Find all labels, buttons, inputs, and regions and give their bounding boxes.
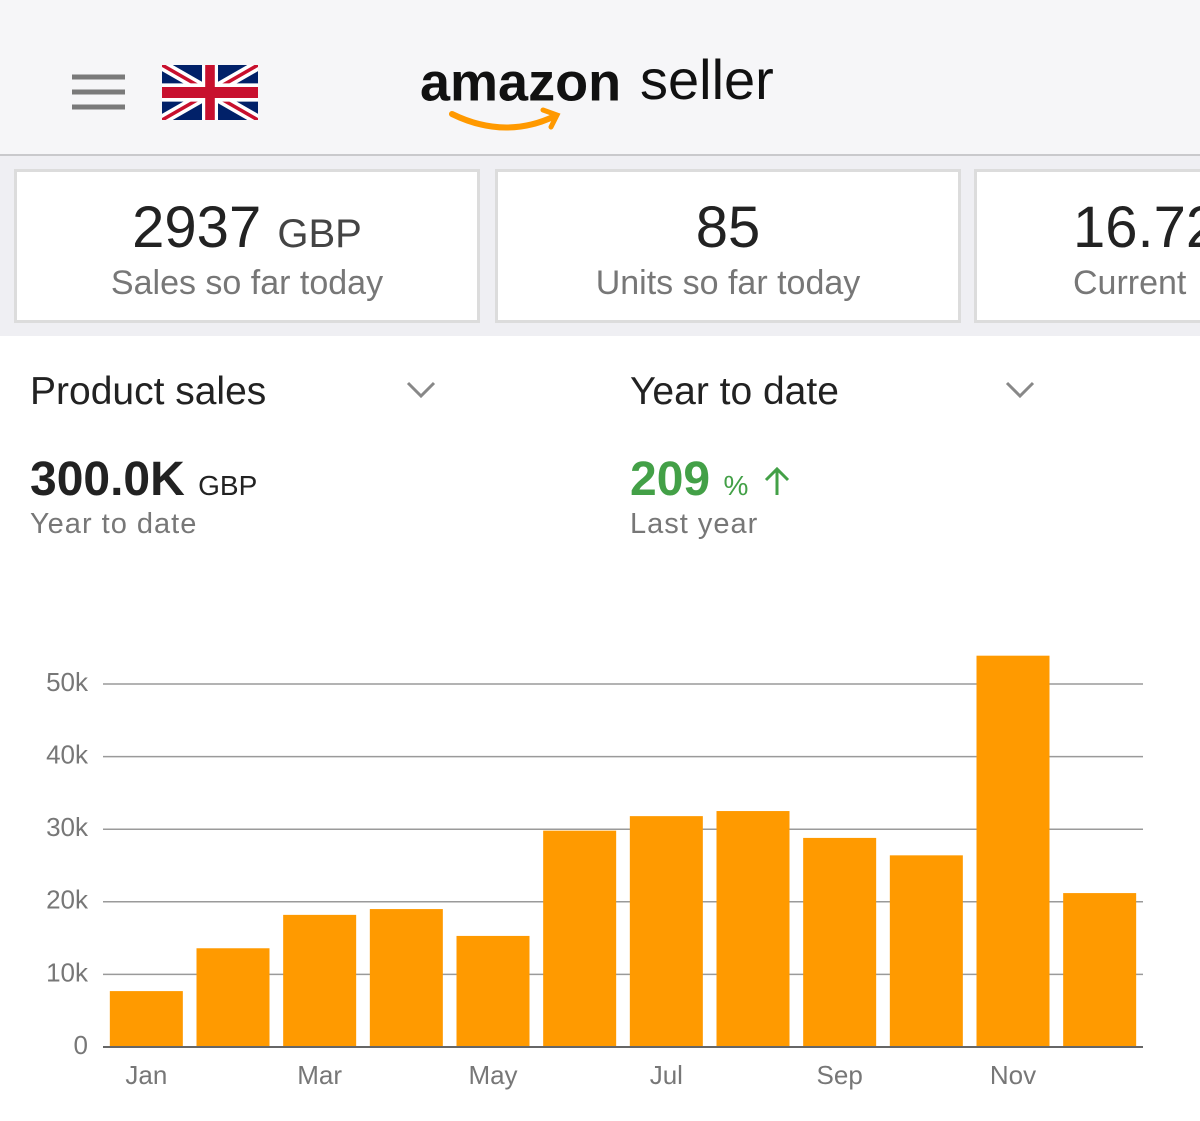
- y-tick-label: 30k: [46, 812, 89, 842]
- card-value: 85: [695, 195, 761, 260]
- card[interactable]: 16.72 Current: [974, 169, 1200, 323]
- x-tick-label: May: [468, 1060, 517, 1090]
- bar: [976, 655, 1050, 1047]
- stat: 209 %: [630, 452, 792, 507]
- card-unit: GBP: [277, 212, 362, 256]
- card-label: Sales so far today: [110, 264, 384, 302]
- stat-unit: GBP: [198, 470, 258, 501]
- stat-value: 300.0K: [30, 453, 185, 506]
- card[interactable]: 85 Units so far today: [495, 169, 961, 323]
- summary-cards: 2937 GBP Sales so far today 85 Units so …: [0, 156, 1200, 336]
- y-tick-label: 40k: [46, 739, 89, 769]
- stat-unit: %: [723, 470, 749, 501]
- card-value: 2937: [132, 195, 262, 260]
- bar: [283, 914, 357, 1047]
- up-arrow: [764, 466, 789, 495]
- metric-selector[interactable]: Product sales: [30, 370, 267, 413]
- bar: [109, 991, 183, 1047]
- y-tick-label: 50k: [46, 667, 89, 697]
- bar: [629, 816, 703, 1047]
- stat-label: Last year: [630, 508, 759, 540]
- uk-flag[interactable]: [162, 65, 258, 120]
- logo-smile: [449, 111, 558, 131]
- x-tick-label: Mar: [297, 1060, 342, 1090]
- card[interactable]: 2937 GBP Sales so far today: [14, 169, 480, 323]
- bar: [456, 935, 530, 1047]
- period-selector[interactable]: Year to date: [630, 370, 839, 413]
- y-tick-label: 20k: [46, 885, 89, 915]
- bar: [803, 837, 877, 1047]
- bar: [716, 811, 790, 1047]
- bar: [543, 830, 617, 1047]
- chevron[interactable]: [406, 381, 436, 399]
- x-tick-label: Jan: [125, 1060, 167, 1090]
- x-tick-label: Nov: [990, 1060, 1036, 1090]
- bar: [1063, 893, 1137, 1047]
- y-tick-label: 0: [74, 1030, 88, 1060]
- bar: [889, 855, 963, 1047]
- chevron[interactable]: [1005, 381, 1035, 399]
- logo-suffix: seller: [640, 48, 774, 111]
- y-tick-label: 10k: [46, 957, 89, 987]
- stat-value: 209: [630, 453, 711, 506]
- logo-arrow: [540, 107, 561, 130]
- bar: [196, 948, 270, 1047]
- stat: 300.0K GBP: [30, 452, 257, 507]
- card-value: 16.72: [1073, 195, 1200, 260]
- x-tick-label: Jul: [650, 1060, 683, 1090]
- x-tick-label: Sep: [817, 1060, 863, 1090]
- header: amazon seller: [0, 0, 1200, 156]
- card-label: Current: [1073, 264, 1187, 302]
- stat-label: Year to date: [30, 508, 198, 540]
- chevrons: [406, 381, 1035, 399]
- card-label: Units so far today: [595, 264, 861, 302]
- header-graphics: amazon seller: [72, 48, 774, 131]
- chart: 0 10k 20k 30k 40k 50k Jan Mar May Jul Sep Nov: [46, 655, 1143, 1090]
- logo-word: amazon: [420, 52, 621, 112]
- bar: [369, 909, 443, 1047]
- menu-button[interactable]: [72, 74, 125, 110]
